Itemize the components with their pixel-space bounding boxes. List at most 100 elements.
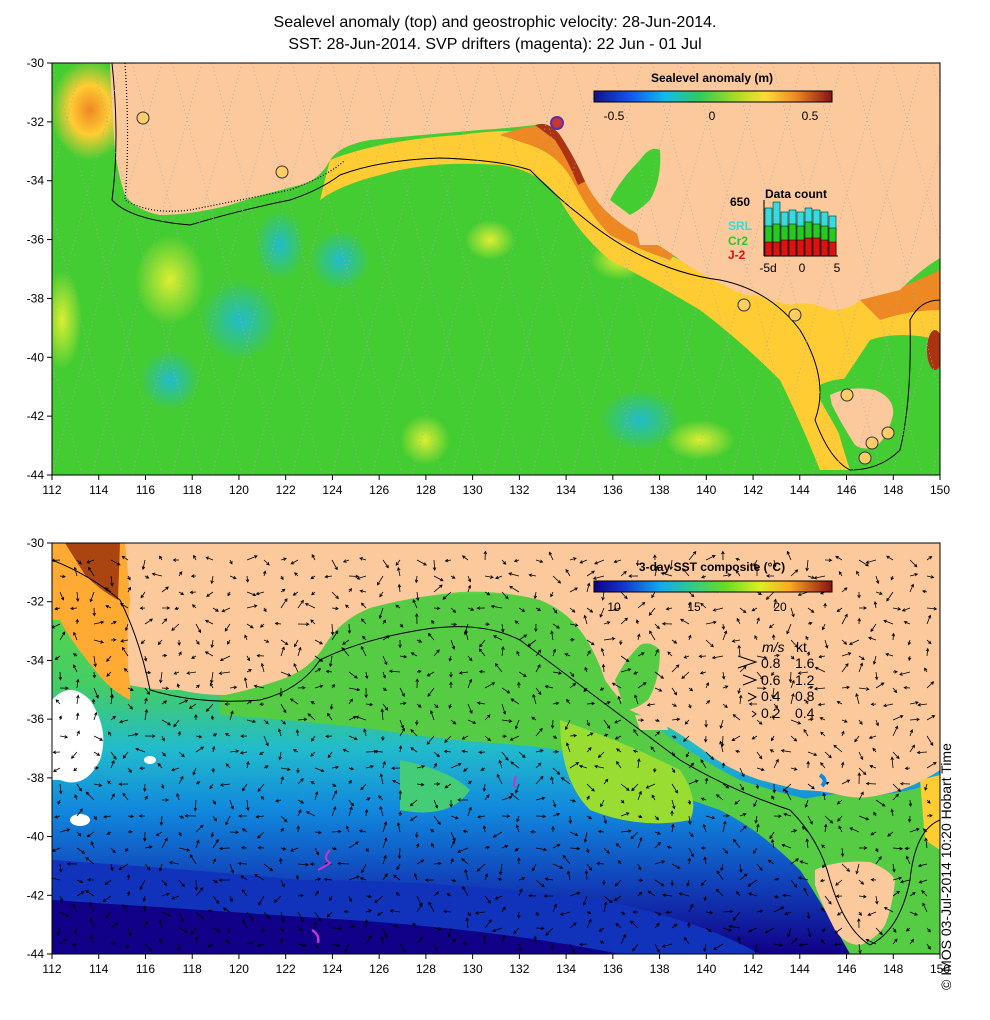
velocity-arrow bbox=[821, 907, 826, 913]
velocity-arrow bbox=[448, 703, 452, 709]
velocity-arrow bbox=[637, 790, 642, 801]
velocity-arrow bbox=[212, 927, 221, 933]
velocity-arrow bbox=[76, 694, 80, 705]
velocity-arrow bbox=[890, 575, 894, 581]
velocity-arrow bbox=[331, 783, 337, 787]
velocity-arrow bbox=[869, 764, 877, 769]
velocity-arrow bbox=[635, 619, 640, 625]
velocity-arrow bbox=[415, 678, 419, 689]
velocity-arrow bbox=[552, 903, 558, 913]
velocity-arrow bbox=[144, 575, 150, 579]
velocity-arrow bbox=[892, 890, 901, 897]
velocity-arrow bbox=[586, 783, 595, 792]
velocity-arrow bbox=[280, 847, 287, 851]
velocity-arrow bbox=[240, 734, 248, 738]
velocity-arrow bbox=[382, 873, 388, 881]
velocity-arrow bbox=[753, 559, 758, 567]
velocity-arrow bbox=[614, 735, 622, 740]
velocity-arrow bbox=[171, 623, 180, 631]
velocity-arrow bbox=[834, 927, 843, 934]
velocity-arrow bbox=[858, 606, 867, 610]
velocity-arrow bbox=[144, 920, 149, 929]
lon-tick-label: 112 bbox=[42, 962, 61, 976]
velocity-arrow bbox=[379, 805, 384, 817]
velocity-arrow bbox=[121, 646, 129, 657]
velocity-arrow bbox=[173, 719, 180, 728]
velocity-arrow bbox=[480, 767, 486, 771]
velocity-arrow bbox=[748, 702, 758, 706]
velocity-arrow bbox=[836, 911, 843, 916]
velocity-arrow bbox=[632, 943, 639, 952]
velocity-arrow bbox=[127, 687, 134, 691]
velocity-arrow bbox=[703, 856, 707, 865]
velocity-arrow bbox=[142, 783, 147, 793]
velocity-arrow bbox=[841, 685, 851, 690]
velocity-arrow bbox=[246, 699, 253, 705]
velocity-arrow bbox=[414, 831, 419, 839]
velocity-arrow bbox=[739, 825, 747, 833]
velocity-arrow bbox=[907, 655, 912, 662]
velocity-arrow bbox=[331, 683, 335, 689]
lon-tick-label: 128 bbox=[416, 962, 436, 976]
lat-tick-label: -30 bbox=[27, 536, 45, 550]
velocity-arrow bbox=[501, 751, 509, 761]
velocity-arrow bbox=[119, 719, 129, 724]
velocity-arrow bbox=[415, 843, 420, 849]
velocity-arrow bbox=[905, 927, 911, 932]
velocity-arrow bbox=[125, 847, 129, 853]
velocity-arrow bbox=[348, 735, 358, 741]
velocity-arrow bbox=[432, 559, 437, 571]
velocity-arrow bbox=[59, 911, 70, 918]
velocity-arrow bbox=[552, 863, 564, 869]
velocity-arrow bbox=[75, 678, 80, 689]
velocity-arrow bbox=[535, 847, 548, 852]
velocity-arrow bbox=[687, 857, 692, 865]
velocity-arrow bbox=[715, 888, 724, 897]
velocity-arrow bbox=[858, 767, 867, 776]
velocity-arrow bbox=[530, 830, 537, 834]
velocity-arrow bbox=[875, 927, 883, 936]
velocity-arrow bbox=[447, 927, 452, 938]
velocity-arrow bbox=[414, 575, 419, 584]
lon-tick-label: 140 bbox=[696, 962, 716, 976]
velocity-arrow bbox=[477, 815, 486, 819]
velocity-arrow bbox=[613, 895, 622, 901]
velocity-arrow bbox=[551, 825, 555, 833]
velocity-arrow bbox=[87, 877, 95, 882]
velocity-arrow bbox=[297, 778, 304, 785]
velocity-arrow bbox=[246, 941, 254, 945]
velocity-arrow bbox=[347, 623, 352, 634]
velocity-arrow bbox=[790, 735, 798, 742]
velocity-arrow bbox=[773, 598, 777, 609]
velocity-arrow bbox=[212, 733, 218, 737]
velocity-arrow bbox=[461, 735, 469, 740]
velocity-arrow bbox=[484, 895, 491, 904]
velocity-arrow bbox=[450, 938, 456, 945]
velocity-arrow bbox=[917, 863, 928, 868]
velocity-arrow bbox=[501, 591, 509, 600]
velocity-arrow bbox=[356, 575, 367, 580]
velocity-arrow bbox=[331, 846, 337, 851]
velocity-arrow bbox=[909, 559, 918, 568]
drifter-marker bbox=[858, 451, 872, 465]
velocity-arrow bbox=[323, 877, 333, 882]
velocity-arrow bbox=[195, 734, 203, 739]
velocity-arrow bbox=[58, 863, 63, 873]
velocity-arrow bbox=[633, 729, 639, 737]
velocity-arrow bbox=[508, 572, 520, 577]
velocity-arrow bbox=[603, 895, 613, 904]
velocity-arrow bbox=[224, 733, 231, 737]
velocity-arrow bbox=[151, 572, 163, 577]
velocity-arrow bbox=[790, 607, 795, 618]
velocity-arrow bbox=[365, 702, 374, 707]
velocity-arrow bbox=[59, 574, 66, 579]
velocity-arrow bbox=[645, 783, 656, 789]
velocity-arrow bbox=[484, 873, 489, 881]
bottom-panel-frame bbox=[51, 542, 941, 955]
velocity-arrow bbox=[824, 815, 834, 824]
lon-tick-label: 120 bbox=[229, 962, 249, 976]
velocity-arrow bbox=[399, 623, 404, 628]
velocity-arrow bbox=[464, 629, 469, 641]
data-count-bar bbox=[812, 237, 821, 257]
